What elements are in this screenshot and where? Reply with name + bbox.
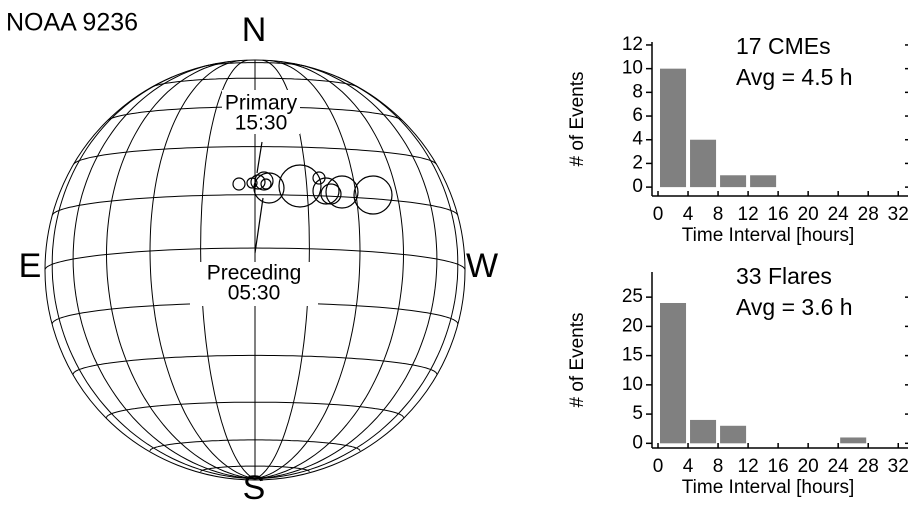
x-tick-label: 12 (738, 204, 759, 225)
y-axis-label: # of Events (567, 312, 588, 407)
y-tick-label: 4 (632, 129, 643, 150)
x-tick-label: 0 (653, 204, 664, 225)
x-tick-label: 16 (768, 204, 789, 225)
average-label: Avg = 4.5 h (736, 64, 853, 90)
y-tick-label: 15 (622, 345, 643, 366)
bar (750, 175, 776, 187)
y-tick-label: 10 (622, 58, 643, 79)
figure: NOAA 9236 N S E W Primary 15:30 Precedin… (0, 0, 912, 510)
x-tick-label: 20 (798, 456, 819, 477)
x-tick-label: 24 (828, 456, 850, 477)
y-axis-label: # of Events (567, 71, 588, 166)
y-tick-label: 0 (632, 432, 643, 453)
primary-time: 15:30 (235, 112, 288, 135)
y-tick-label: 12 (622, 34, 643, 55)
bar (690, 420, 716, 443)
y-tick-label: 25 (622, 286, 643, 307)
bar (660, 303, 686, 443)
x-tick-label: 28 (858, 204, 879, 225)
event-circles (233, 142, 392, 253)
average-label: Avg = 3.6 h (736, 294, 853, 320)
x-tick-label: 32 (888, 204, 909, 225)
x-tick-label: 32 (888, 456, 909, 477)
y-tick-label: 5 (632, 403, 643, 424)
y-tick-label: 6 (632, 105, 643, 126)
x-axis-label: Time Interval [hours] (682, 225, 854, 246)
x-tick-label: 4 (683, 204, 694, 225)
x-tick-label: 20 (798, 204, 819, 225)
x-tick-label: 28 (858, 456, 879, 477)
x-axis-label: Time Interval [hours] (682, 477, 854, 498)
x-tick-label: 8 (713, 204, 724, 225)
bar (840, 437, 866, 443)
bar (660, 69, 686, 187)
bar (690, 140, 716, 187)
preceding-time: 05:30 (228, 282, 281, 305)
annotation: 17 CMEs (736, 33, 831, 59)
y-tick-label: 10 (622, 374, 643, 395)
x-tick-label: 12 (738, 456, 759, 477)
x-tick-label: 0 (653, 456, 664, 477)
bar (720, 426, 746, 444)
west-label: W (466, 247, 498, 285)
bar (720, 175, 746, 187)
annotation: 33 Flares (736, 263, 832, 289)
north-label: N (242, 11, 267, 49)
x-tick-label: 4 (683, 456, 694, 477)
y-tick-label: 2 (632, 152, 643, 173)
y-tick-label: 20 (622, 315, 643, 336)
east-label: E (19, 247, 42, 285)
region-title: NOAA 9236 (6, 9, 138, 37)
x-tick-label: 16 (768, 456, 789, 477)
y-tick-label: 0 (632, 176, 643, 197)
y-tick-label: 8 (632, 81, 643, 102)
x-tick-label: 24 (828, 204, 850, 225)
x-tick-label: 8 (713, 456, 724, 477)
